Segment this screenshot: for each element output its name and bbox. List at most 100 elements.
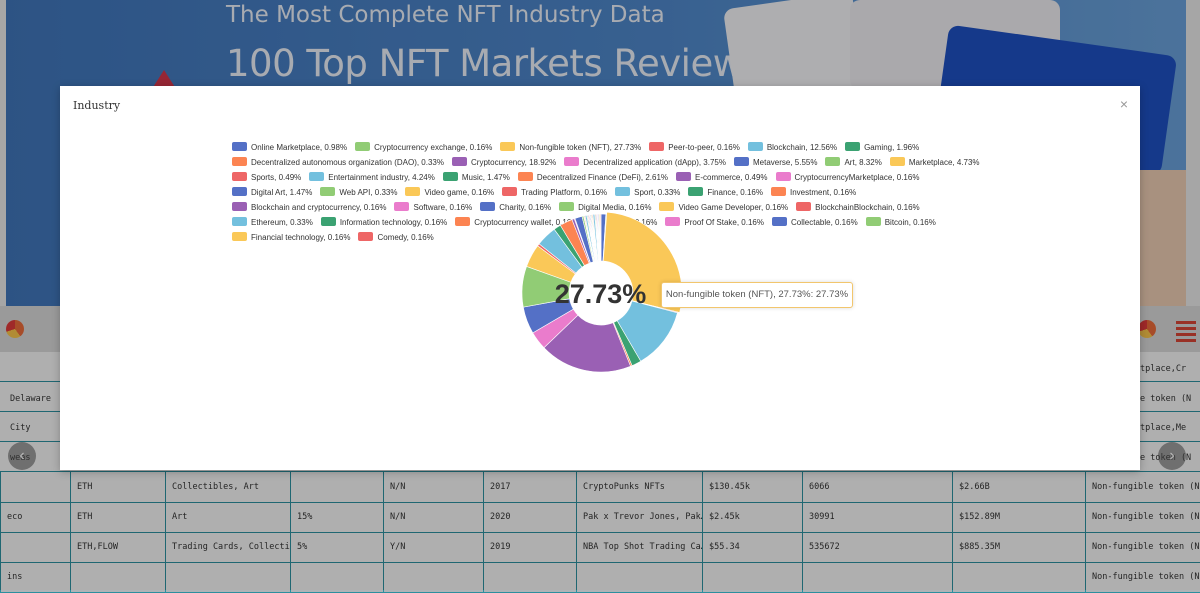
legend-item[interactable]: Trading Platform, 0.16%	[502, 185, 607, 200]
legend-item[interactable]: Financial technology, 0.16%	[232, 230, 350, 245]
legend-label: Charity, 0.16%	[499, 203, 552, 212]
table-cell: N/N	[383, 472, 483, 502]
legend-label: Digital Art, 1.47%	[251, 188, 313, 197]
table-cell: Trading Cards, Collecti…	[165, 532, 290, 562]
table-cell: $130.45k	[702, 472, 802, 502]
table-row[interactable]: ETH,FLOW Trading Cards, Collecti… 5% Y/N 201…	[0, 532, 1200, 563]
table-cell: $152.89M	[952, 502, 1085, 532]
pie-slice[interactable]	[599, 213, 602, 262]
table-row[interactable]: ETH Collectibles, Art N/N 2017 CryptoPunks N…	[0, 472, 1200, 503]
legend-item[interactable]: Peer-to-peer, 0.16%	[649, 140, 740, 155]
legend-swatch	[232, 157, 247, 166]
legend-item[interactable]: Blockchain and cryptocurrency, 0.16%	[232, 200, 386, 215]
table-row[interactable]: eco ETH Art 15% N/N 2020 Pak x Trevor Jones, P…	[0, 502, 1200, 533]
legend-item[interactable]: Sports, 0.49%	[232, 170, 301, 185]
legend-swatch	[665, 217, 681, 226]
legend-swatch	[232, 232, 247, 241]
legend-swatch	[232, 172, 247, 181]
table-cell: Pak x Trevor Jones, Pak…	[576, 502, 702, 532]
legend-item[interactable]: Art, 8.32%	[825, 155, 882, 170]
table-cell: Non-fungible token (N	[1085, 502, 1200, 532]
table-cell: eco	[0, 502, 70, 532]
legend-label: Sports, 0.49%	[251, 173, 302, 182]
legend-swatch	[688, 187, 704, 196]
table-cell: N/N	[383, 502, 483, 532]
table-cell	[483, 562, 576, 592]
legend-item[interactable]: Bitcoin, 0.16%	[865, 215, 936, 230]
table-cell: Art	[165, 502, 290, 532]
table-cell	[290, 562, 383, 592]
table-cell	[0, 532, 70, 562]
legend-label: Finance, 0.16%	[707, 188, 763, 197]
banner-subtitle: The Most Complete NFT Industry Data	[226, 2, 665, 28]
legend-item[interactable]: Non-fungible token (NFT), 27.73%	[500, 140, 641, 155]
legend-item[interactable]: Web API, 0.33%	[320, 185, 397, 200]
legend-item[interactable]: Investment, 0.16%	[770, 185, 856, 200]
legend-item[interactable]: Cryptocurrency exchange, 0.16%	[355, 140, 492, 155]
legend-item[interactable]: E-commerce, 0.49%	[676, 170, 768, 185]
legend-item[interactable]: Charity, 0.16%	[480, 200, 551, 215]
legend-item[interactable]: CryptocurrencyMarketplace, 0.16%	[775, 170, 919, 185]
legend-item[interactable]: Proof Of Stake, 0.16%	[665, 215, 764, 230]
legend-swatch	[517, 172, 533, 181]
legend-swatch	[845, 142, 861, 151]
legend-item[interactable]: Finance, 0.16%	[688, 185, 763, 200]
legend-item[interactable]: Video game, 0.16%	[405, 185, 494, 200]
legend-label: Video Game Developer, 0.16%	[678, 203, 789, 212]
legend-swatch	[889, 157, 905, 166]
legend-label: Art, 8.32%	[844, 158, 882, 167]
legend-item[interactable]: Digital Art, 1.47%	[232, 185, 312, 200]
legend-swatch	[770, 187, 786, 196]
pie-chart[interactable]	[520, 211, 683, 374]
table-cell: ETH	[70, 502, 165, 532]
menu-icon[interactable]	[1176, 318, 1196, 342]
pie-chart-icon[interactable]	[6, 320, 24, 338]
legend-item[interactable]: BlockchainBlockchain, 0.16%	[796, 200, 920, 215]
legend-item[interactable]: Entertainment industry, 4.24%	[309, 170, 435, 185]
legend-label: Cryptocurrency wallet, 0.16%	[474, 218, 579, 227]
legend-item[interactable]: Marketplace, 4.73%	[889, 155, 980, 170]
chevron-left-icon[interactable]: ‹	[8, 442, 36, 470]
chevron-right-icon[interactable]: ›	[1158, 442, 1186, 470]
legend-item[interactable]: Ethereum, 0.33%	[232, 215, 313, 230]
industry-chart-modal: Industry × Online Marketplace, 0.98% Cryp…	[60, 86, 1140, 470]
legend-label: Blockchain, 12.56%	[766, 143, 838, 152]
table-cell: CryptoPunks NFTs	[576, 472, 702, 502]
legend-item[interactable]: Gaming, 1.96%	[845, 140, 919, 155]
legend-item[interactable]: Cryptocurrency, 18.92%	[452, 155, 556, 170]
legend-item[interactable]: Information technology, 0.16%	[320, 215, 447, 230]
legend-item[interactable]: Comedy, 0.16%	[358, 230, 434, 245]
legend-label: Music, 1.47%	[461, 173, 510, 182]
table-cell: 2019	[483, 532, 576, 562]
legend-item[interactable]: Decentralized Finance (DeFi), 2.61%	[517, 170, 668, 185]
legend-item[interactable]: Metaverse, 5.55%	[733, 155, 817, 170]
table-cell: $2.45k	[702, 502, 802, 532]
close-icon[interactable]: ×	[1119, 96, 1128, 112]
legend-item[interactable]: Decentralized autonomous organization (D…	[232, 155, 444, 170]
legend-item[interactable]: Video Game Developer, 0.16%	[659, 200, 788, 215]
legend-item[interactable]: Software, 0.16%	[394, 200, 472, 215]
legend-swatch	[452, 157, 467, 166]
legend-label: Collectable, 0.16%	[790, 218, 858, 227]
legend-swatch	[232, 202, 247, 211]
legend-item[interactable]: Collectable, 0.16%	[771, 215, 858, 230]
legend-label: Digital Media, 0.16%	[578, 203, 652, 212]
legend-item[interactable]: Sport, 0.33%	[615, 185, 680, 200]
legend-item[interactable]: Online Marketplace, 0.98%	[232, 140, 347, 155]
legend-item[interactable]: Cryptocurrency wallet, 0.16%	[455, 215, 578, 230]
modal-title: Industry	[73, 99, 121, 112]
legend-item[interactable]: Blockchain, 12.56%	[747, 140, 838, 155]
legend-item[interactable]: Decentralized application (dApp), 3.75%	[564, 155, 726, 170]
banner-edge-right	[1186, 0, 1200, 306]
legend-swatch	[309, 172, 325, 181]
legend-item[interactable]: Digital Media, 0.16%	[559, 200, 651, 215]
table-cell: 2020	[483, 502, 576, 532]
table-cell: ETH	[70, 472, 165, 502]
legend-item[interactable]: Music, 1.47%	[442, 170, 510, 185]
pie-chart-icon[interactable]	[1138, 320, 1156, 338]
legend-swatch	[442, 172, 458, 181]
legend-swatch	[649, 142, 665, 151]
legend-label: Decentralized autonomous organization (D…	[251, 158, 444, 167]
table-cell	[290, 472, 383, 502]
table-cell	[952, 562, 1085, 592]
